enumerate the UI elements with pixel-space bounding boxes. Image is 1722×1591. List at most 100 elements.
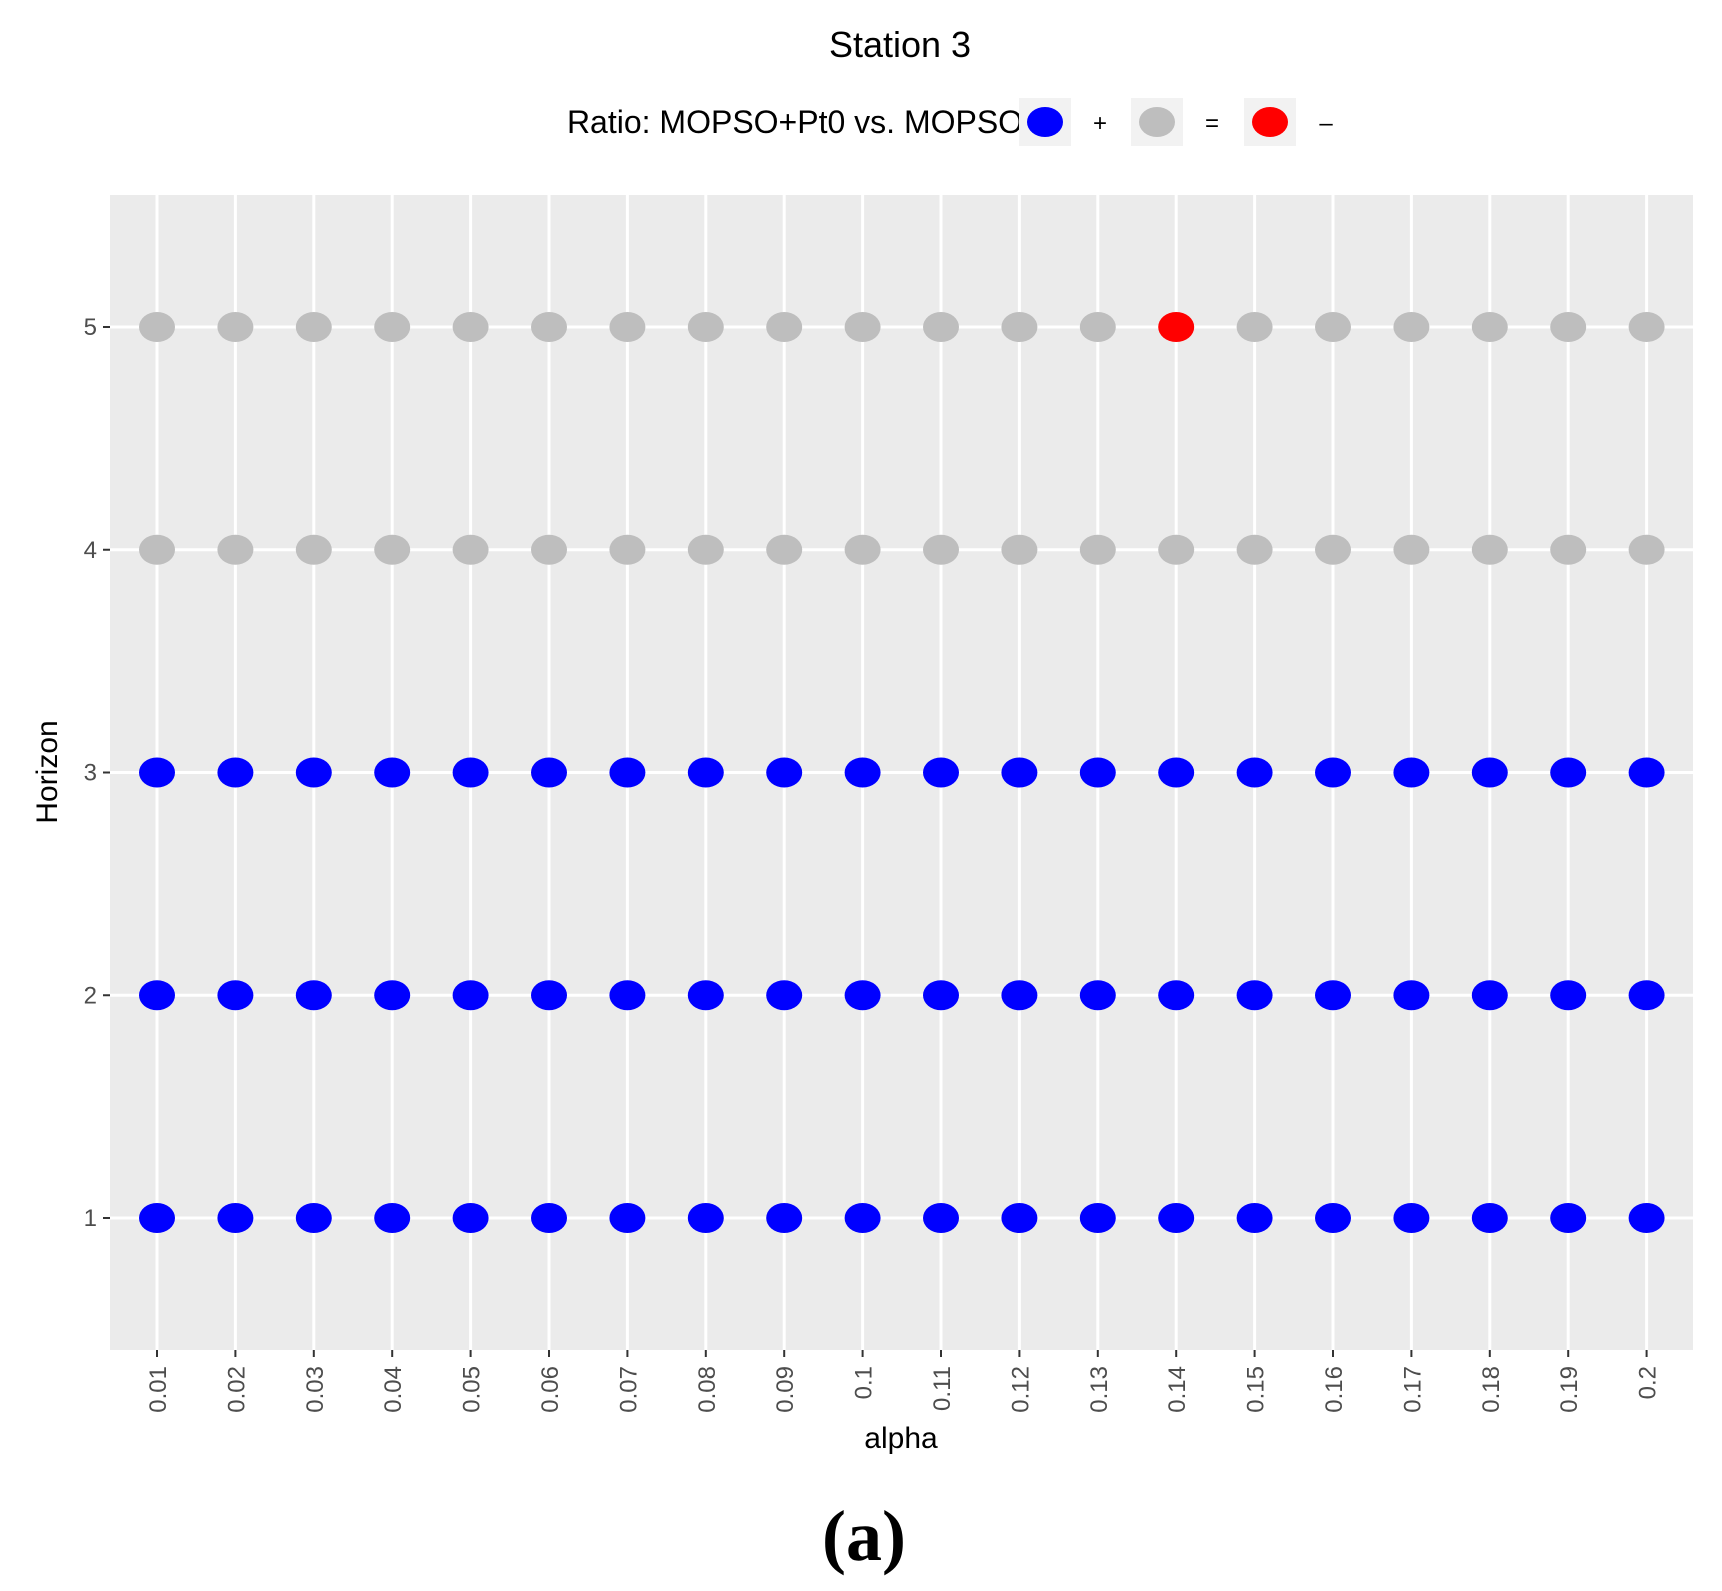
data-point	[452, 312, 489, 342]
data-point	[1158, 534, 1195, 565]
data-points	[139, 312, 1665, 1233]
data-point	[1079, 534, 1116, 565]
x-tick-label: 0.01	[145, 1366, 172, 1413]
data-point	[374, 534, 411, 565]
x-tick-label: 0.1	[851, 1366, 878, 1399]
data-point	[687, 757, 724, 788]
data-point	[217, 757, 254, 788]
data-point	[1471, 534, 1508, 565]
legend-key-dot	[1252, 107, 1288, 137]
data-point	[1315, 757, 1351, 788]
data-point	[923, 312, 959, 342]
y-tick-label: 3	[84, 760, 97, 787]
data-point	[1079, 757, 1116, 788]
data-point	[374, 980, 411, 1011]
data-point	[1628, 980, 1665, 1011]
legend: Ratio: MOPSO+Pt0 vs. MOPSO + = –	[567, 98, 1333, 146]
data-point	[1550, 1203, 1587, 1233]
data-point	[766, 312, 803, 342]
data-point	[1315, 312, 1351, 342]
data-point	[531, 312, 567, 342]
data-point	[374, 1203, 411, 1233]
data-point	[1315, 534, 1351, 565]
data-point	[1550, 757, 1587, 788]
data-point	[687, 312, 724, 342]
data-point	[923, 980, 959, 1011]
data-point	[295, 1203, 332, 1233]
chart-title: Station 3	[829, 24, 971, 65]
data-point	[1393, 312, 1430, 342]
data-point	[139, 1203, 175, 1233]
data-point	[1079, 312, 1116, 342]
x-tick-label: 0.11	[929, 1366, 956, 1411]
data-point	[1236, 757, 1273, 788]
y-tick-label: 2	[84, 982, 97, 1009]
data-point	[1628, 534, 1665, 565]
data-point	[1628, 1203, 1665, 1233]
x-tick-label: 0.06	[537, 1366, 564, 1413]
data-point	[844, 757, 881, 788]
data-point	[1079, 980, 1116, 1011]
data-point	[687, 1203, 724, 1233]
data-point	[609, 312, 646, 342]
data-point	[139, 980, 175, 1011]
data-point	[766, 534, 803, 565]
legend-label: +	[1093, 110, 1107, 137]
data-point	[531, 1203, 567, 1233]
data-point	[609, 757, 646, 788]
legend-key-dot	[1027, 107, 1063, 137]
data-point	[1471, 1203, 1508, 1233]
data-point	[452, 1203, 489, 1233]
data-point	[1158, 980, 1195, 1011]
y-tick-label: 4	[84, 537, 97, 564]
data-point	[295, 980, 332, 1011]
data-point	[609, 534, 646, 565]
data-point	[1550, 534, 1587, 565]
data-point	[1471, 757, 1508, 788]
data-point	[766, 980, 803, 1011]
y-axis-ticks: 1 2 3 4 5	[84, 314, 110, 1232]
data-point	[1158, 757, 1195, 788]
legend-title: Ratio: MOPSO+Pt0 vs. MOPSO	[567, 104, 1023, 140]
y-tick-label: 5	[84, 314, 97, 341]
data-point	[609, 980, 646, 1011]
data-point	[531, 980, 567, 1011]
data-point	[1628, 312, 1665, 342]
data-point	[844, 980, 881, 1011]
data-point	[217, 312, 254, 342]
data-point	[1158, 312, 1195, 342]
data-point	[1236, 1203, 1273, 1233]
x-tick-label: 0.14	[1164, 1366, 1191, 1413]
x-tick-label: 0.04	[380, 1366, 407, 1413]
x-axis-ticks: 0.01 0.02 0.03 0.04 0.05 0.06 0.07 0.08 0.09 0.1 0…	[145, 1350, 1662, 1413]
data-point	[844, 1203, 881, 1233]
data-point	[1393, 757, 1430, 788]
x-tick-label: 0.08	[694, 1366, 721, 1413]
data-point	[217, 980, 254, 1011]
data-point	[531, 534, 567, 565]
x-tick-label: 0.13	[1086, 1366, 1113, 1413]
data-point	[1471, 312, 1508, 342]
data-point	[1001, 757, 1038, 788]
data-point	[452, 980, 489, 1011]
data-point	[531, 757, 567, 788]
x-tick-label: 0.09	[772, 1366, 799, 1413]
data-point	[1393, 980, 1430, 1011]
data-point	[139, 312, 175, 342]
data-point	[1001, 1203, 1038, 1233]
data-point	[1628, 757, 1665, 788]
x-tick-label: 0.05	[459, 1366, 486, 1413]
x-tick-label: 0.18	[1478, 1366, 1505, 1413]
x-tick-label: 0.19	[1556, 1366, 1583, 1413]
x-tick-label: 0.02	[223, 1366, 250, 1413]
data-point	[687, 980, 724, 1011]
data-point	[1236, 980, 1273, 1011]
x-tick-label: 0.2	[1635, 1366, 1662, 1399]
data-point	[1550, 980, 1587, 1011]
data-point	[844, 312, 881, 342]
data-point	[217, 534, 254, 565]
data-point	[1001, 534, 1038, 565]
data-point	[923, 757, 959, 788]
data-point	[452, 757, 489, 788]
